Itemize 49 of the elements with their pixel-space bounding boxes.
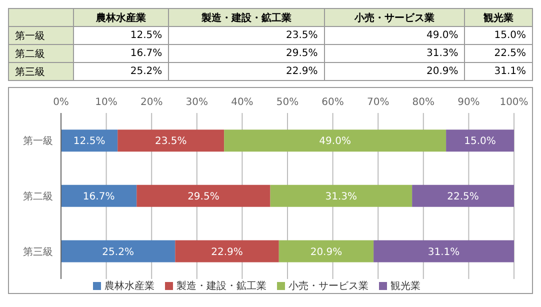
text: 29.5% bbox=[286, 48, 318, 59]
text: 12.5% bbox=[130, 30, 162, 41]
x-tick-label: 40% bbox=[231, 97, 254, 108]
x-tick-label: 60% bbox=[322, 97, 344, 108]
x-tick-label: 70% bbox=[366, 97, 390, 108]
data-label: 23.5% bbox=[154, 136, 187, 148]
x-tick-label: 10% bbox=[95, 97, 118, 108]
text: 31.3% bbox=[426, 48, 458, 59]
x-tick-label: 100% bbox=[500, 97, 528, 108]
x-tick-label: 0% bbox=[53, 97, 69, 108]
data-label: 49.0% bbox=[319, 136, 351, 148]
data-label: 16.7% bbox=[82, 191, 115, 202]
text: 22.9% bbox=[286, 66, 318, 77]
x-tick-label: 20% bbox=[140, 97, 163, 108]
x-tick-label: 50% bbox=[276, 97, 299, 108]
text: 22.5% bbox=[494, 48, 526, 59]
text: 49.0% bbox=[426, 30, 458, 41]
legend-label: 小売・サービス業 bbox=[288, 281, 368, 292]
data-label: 15.0% bbox=[464, 136, 496, 148]
text: 小売・サービス業 bbox=[354, 12, 435, 24]
text: 農林水産業 bbox=[96, 12, 146, 24]
data-label: 25.2% bbox=[102, 246, 134, 258]
legend-label: 農林水産業 bbox=[104, 281, 154, 292]
text: 23.5% bbox=[286, 30, 318, 41]
x-tick-label: 90% bbox=[458, 97, 480, 108]
y-tick-label: 第二級 bbox=[23, 190, 53, 203]
x-tick-label: 80% bbox=[412, 97, 435, 108]
text: 15.0% bbox=[494, 30, 526, 41]
text: 製造・建設・鉱工業 bbox=[201, 12, 292, 24]
data-label: 12.5% bbox=[73, 136, 106, 148]
text: 25.2% bbox=[130, 66, 162, 77]
legend-label: 製造・建設・鉱工業 bbox=[176, 281, 266, 292]
data-label: 31.3% bbox=[325, 191, 358, 202]
data-label: 22.5% bbox=[447, 191, 479, 202]
category-label: 第二級 bbox=[15, 48, 45, 60]
data-label: 20.9% bbox=[310, 246, 342, 258]
text: 31.1% bbox=[494, 66, 526, 77]
category-label: 第一級 bbox=[15, 30, 45, 42]
y-tick-label: 第三級 bbox=[23, 246, 53, 258]
data-label: 31.1% bbox=[428, 246, 460, 258]
text: 20.9% bbox=[426, 66, 458, 77]
legend-label: 観光業 bbox=[390, 281, 420, 292]
data-label: 29.5% bbox=[188, 191, 220, 202]
y-tick-label: 第一級 bbox=[23, 135, 53, 148]
data-label: 22.9% bbox=[211, 246, 243, 258]
text: 観光業 bbox=[484, 12, 514, 24]
text: 16.7% bbox=[130, 48, 162, 59]
x-tick-label: 30% bbox=[186, 97, 208, 108]
category-label: 第三級 bbox=[15, 66, 45, 78]
